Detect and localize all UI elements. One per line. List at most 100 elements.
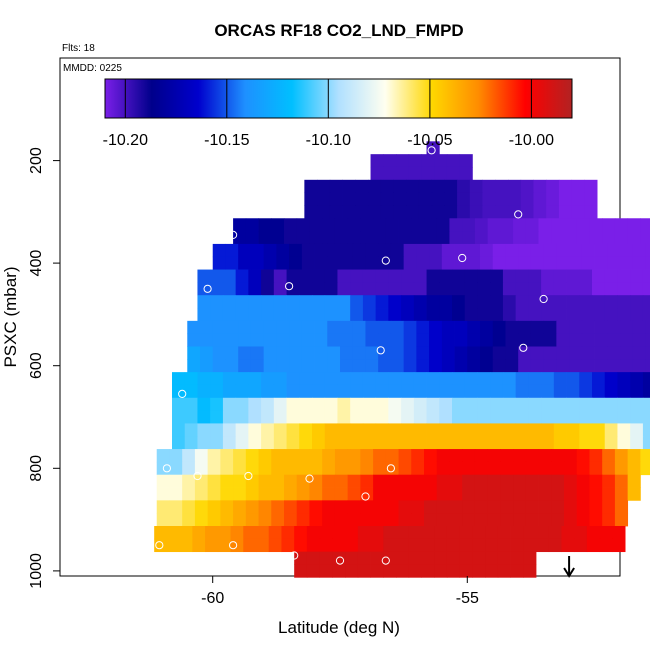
heatmap-cell (492, 243, 506, 258)
observation-point (381, 256, 390, 265)
heatmap-cell (434, 564, 448, 578)
heatmap-cell (334, 231, 349, 245)
heatmap-cell (304, 192, 318, 206)
heatmap-cell (446, 564, 461, 578)
heatmap-cell (429, 256, 443, 270)
heatmap-cell (362, 423, 377, 437)
heatmap-cell (553, 423, 567, 437)
heatmap-cell (273, 295, 287, 309)
heatmap-cell (362, 269, 377, 283)
heatmap-cell (530, 359, 545, 373)
heatmap-cell (380, 179, 394, 194)
heatmap-cell (238, 346, 252, 360)
heatmap-cell (340, 346, 354, 360)
colorbar-tick-label: -10.10 (306, 132, 351, 149)
heatmap-cell (324, 282, 338, 296)
heatmap-cell (424, 500, 438, 514)
heatmap-cell (169, 500, 183, 514)
y-axis: 200 400 600 800 1000 (28, 147, 60, 589)
colorbar-tick-label: -10.20 (103, 132, 148, 149)
heatmap-cell (309, 231, 323, 245)
observation-point (376, 346, 385, 355)
heatmap-cell (469, 179, 483, 194)
heatmap-cell (485, 538, 499, 553)
heatmap-cell (345, 564, 359, 578)
heatmap-cell (238, 256, 252, 270)
heatmap-cell (413, 295, 427, 309)
heatmap-cell (334, 500, 349, 514)
heatmap-cell (294, 526, 308, 540)
heatmap-cell (520, 192, 534, 206)
heatmap-cell (515, 295, 529, 309)
heatmap-cell (362, 384, 377, 399)
heatmap-cell (207, 449, 221, 463)
heatmap-cell (248, 282, 262, 296)
heatmap-cell (350, 269, 364, 283)
heatmap-cell (284, 449, 298, 463)
heatmap-cell (334, 218, 349, 232)
colorbar-tick-label: -10.15 (204, 132, 249, 149)
heatmap-cell (556, 320, 570, 335)
heatmap-cell (286, 397, 300, 411)
heatmap-cell (289, 346, 303, 360)
heatmap-cell (490, 282, 504, 296)
heatmap-cell (284, 487, 298, 501)
heatmap-cell (329, 192, 343, 206)
heatmap-cell (510, 551, 524, 565)
heatmap-cell (312, 410, 326, 424)
heatmap-cell (385, 500, 399, 514)
heatmap-cell (541, 423, 555, 437)
heatmap-cell (378, 320, 392, 335)
heatmap-cell (207, 461, 221, 476)
heatmap-cell (210, 410, 224, 424)
heatmap-cell (268, 538, 282, 553)
heatmap-cell (413, 436, 427, 450)
heatmap-cell (342, 192, 356, 206)
heatmap-cell (592, 282, 606, 296)
heatmap-cell (518, 256, 532, 270)
heatmap-cell (319, 564, 333, 578)
heatmap-cell (390, 346, 405, 360)
heatmap-cell (579, 372, 593, 386)
heatmap-cell (385, 231, 399, 245)
heatmap-cell (271, 449, 285, 463)
heatmap-cell (398, 500, 412, 514)
heatmap-cell (258, 461, 272, 476)
heatmap-cell (642, 372, 650, 386)
heatmap-cell (576, 513, 590, 527)
heatmap-cell (558, 205, 573, 219)
heatmap-cell (360, 461, 374, 476)
heatmap-cell (490, 308, 504, 322)
heatmap-cell (500, 449, 514, 463)
heatmap-cell (370, 564, 384, 578)
heatmap-cell (212, 333, 226, 347)
heatmap-cell (329, 179, 343, 194)
heatmap-cell (556, 256, 570, 270)
heatmap-cell (352, 243, 366, 258)
down-arrow-icon (563, 556, 575, 578)
heatmap-cell (398, 449, 412, 463)
heatmap-cell (194, 487, 209, 501)
heatmap-cell (614, 231, 629, 245)
heatmap-cell (352, 333, 366, 347)
heatmap-cell (169, 487, 183, 501)
heatmap-cell (375, 384, 389, 399)
heatmap-cell (543, 346, 557, 360)
heatmap-cell (640, 449, 650, 463)
heatmap-cell (482, 179, 496, 194)
heatmap-cell (245, 500, 259, 514)
heatmap-cell (347, 513, 361, 527)
heatmap-cell (166, 526, 181, 540)
heatmap-cell (212, 346, 226, 360)
heatmap-cell (182, 487, 196, 501)
heatmap-cell (492, 256, 506, 270)
heatmap-cell (627, 231, 641, 245)
heatmap-cell (396, 538, 410, 553)
heatmap-cell (309, 513, 323, 527)
heatmap-cell (462, 461, 476, 476)
heatmap-cell (490, 397, 504, 411)
heatmap-cell (258, 218, 272, 232)
heatmap-cell (365, 320, 379, 335)
heatmap-cell (375, 397, 389, 411)
heatmap-cell (604, 308, 618, 322)
